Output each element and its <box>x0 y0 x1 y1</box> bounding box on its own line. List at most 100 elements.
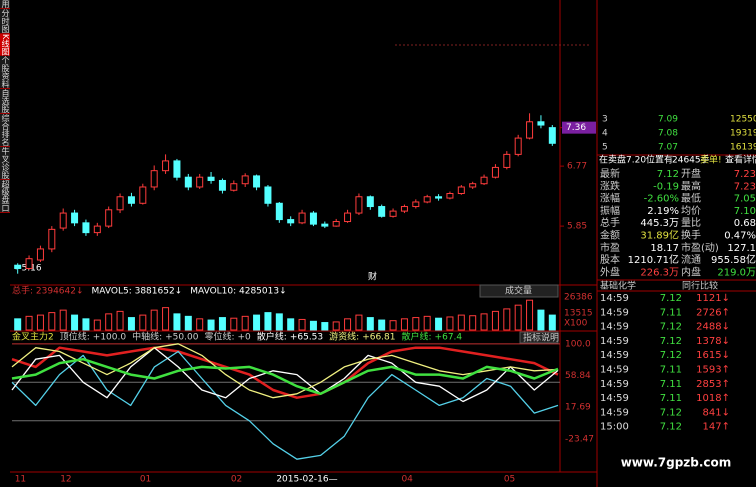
side-tab[interactable]: 超级盘口 <box>0 180 10 214</box>
candle-body <box>82 222 90 234</box>
candle-body <box>298 212 306 224</box>
button-box[interactable] <box>519 331 559 344</box>
tick-volume: 2488↓ <box>696 322 730 333</box>
volume-bar <box>25 315 33 331</box>
stat-value: 18.17 <box>650 243 679 254</box>
stat-label: 市盈 <box>600 241 620 254</box>
stat-label: 涨幅 <box>600 192 620 205</box>
stat-value: 7.05 <box>734 194 756 205</box>
tick-time: 14:59 <box>600 393 629 404</box>
side-tab[interactable]: 用 <box>0 0 10 9</box>
volume-bar <box>503 308 511 331</box>
volume-bar <box>355 314 363 331</box>
tick-price: 7.12 <box>660 322 682 333</box>
candle-body <box>150 170 158 188</box>
y-tick-label: 13515 <box>564 309 593 319</box>
candle-body <box>400 206 408 212</box>
candle-body <box>491 166 499 178</box>
tick-time: 14:59 <box>600 307 629 318</box>
volume-bar <box>378 319 386 331</box>
indicator-header: 金叉主力2 <box>12 331 54 343</box>
volume-bar <box>526 299 534 331</box>
selector[interactable]: 成交量 <box>505 285 532 297</box>
volume-bar <box>446 316 454 331</box>
volume-bar <box>548 314 556 331</box>
indicator-line <box>11 350 559 460</box>
x-tick-label: 12 <box>60 475 71 485</box>
candle-body <box>93 225 101 234</box>
volume-bar <box>332 321 340 331</box>
volume-bar <box>514 304 522 331</box>
tick-volume: 1378↓ <box>696 336 730 347</box>
tick-time: 14:59 <box>600 336 629 347</box>
candle-body <box>275 202 283 221</box>
volume-header: MAVOL5: 3881652↓ <box>92 287 183 297</box>
book-price: 7.08 <box>658 129 678 139</box>
candle-body <box>332 221 340 227</box>
tick-price: 7.12 <box>660 422 682 433</box>
tick-price: 7.12 <box>660 293 682 304</box>
volume-bar <box>480 313 488 331</box>
candle-body <box>48 228 56 250</box>
candle-body <box>309 212 317 225</box>
candle-body <box>173 160 181 178</box>
candle-body <box>196 176 204 188</box>
volume-bar <box>82 318 90 331</box>
volume-bar <box>298 318 306 331</box>
side-tab[interactable]: 分时图 <box>0 9 10 34</box>
side-tab[interactable]: 综合排名 <box>0 114 10 148</box>
book-price: 7.09 <box>658 115 678 125</box>
notice[interactable]: 查看详情 <box>725 154 756 166</box>
candle-body <box>446 193 454 199</box>
tick-time: 14:59 <box>600 293 629 304</box>
volume-bar <box>457 314 465 331</box>
volume-bar <box>93 319 101 331</box>
notice: 24645手 <box>672 154 710 166</box>
volume-unit: X100 <box>564 319 588 329</box>
side-tab[interactable]: 牛叉诊股 <box>0 147 10 181</box>
volume-bar <box>400 318 408 331</box>
side-tab[interactable]: K线图 <box>0 34 10 57</box>
tick-time: 14:59 <box>600 407 629 418</box>
tab[interactable]: 基础化学 <box>600 280 636 292</box>
volume-bar <box>435 317 443 331</box>
indicator-line <box>11 347 559 403</box>
current-price: 7.36 <box>566 123 586 133</box>
candle-body <box>264 186 272 204</box>
candle-body <box>503 153 511 168</box>
stat-label: 量比 <box>681 217 701 229</box>
tick-volume: 1615↓ <box>696 350 730 361</box>
selector-box[interactable] <box>479 284 559 298</box>
side-tab[interactable]: 自选股 <box>0 89 10 115</box>
stat-value: -0.19 <box>653 181 679 192</box>
candle-body <box>548 127 556 144</box>
notice: 卖单! <box>700 154 722 166</box>
help-button[interactable]: 指标说明 <box>523 332 559 344</box>
volume-bar <box>241 315 249 331</box>
book-volume: 12550 <box>730 115 756 125</box>
book-level: 5 <box>602 143 608 153</box>
y-tick-label: 6.77 <box>567 162 587 172</box>
stat-label: 均价 <box>681 205 701 217</box>
candle-body <box>253 175 261 188</box>
y-tick-label: 100.0 <box>565 339 591 349</box>
book-price: 7.07 <box>658 143 678 153</box>
volume-bar <box>127 317 135 331</box>
stat-label: 股本 <box>600 253 620 266</box>
candle-body <box>457 186 465 194</box>
event-marker: 财 <box>368 271 377 283</box>
candle-body <box>412 201 420 208</box>
volume-bar <box>469 315 477 331</box>
side-tab[interactable]: 个股资料 <box>0 56 10 90</box>
stat-value: 955.58亿 <box>711 253 756 266</box>
indicator-header: +100.0 <box>93 333 127 343</box>
volume-bar <box>309 320 317 331</box>
volume-bar <box>71 314 79 331</box>
tick-volume: 2726↑ <box>696 307 730 318</box>
tab[interactable]: 同行比较 <box>682 280 718 292</box>
volume-bar <box>196 318 204 331</box>
volume-header: MAVOL10: 4285013↓ <box>190 287 286 297</box>
candle-body <box>116 196 124 211</box>
stat-value: 7.23 <box>734 169 756 180</box>
